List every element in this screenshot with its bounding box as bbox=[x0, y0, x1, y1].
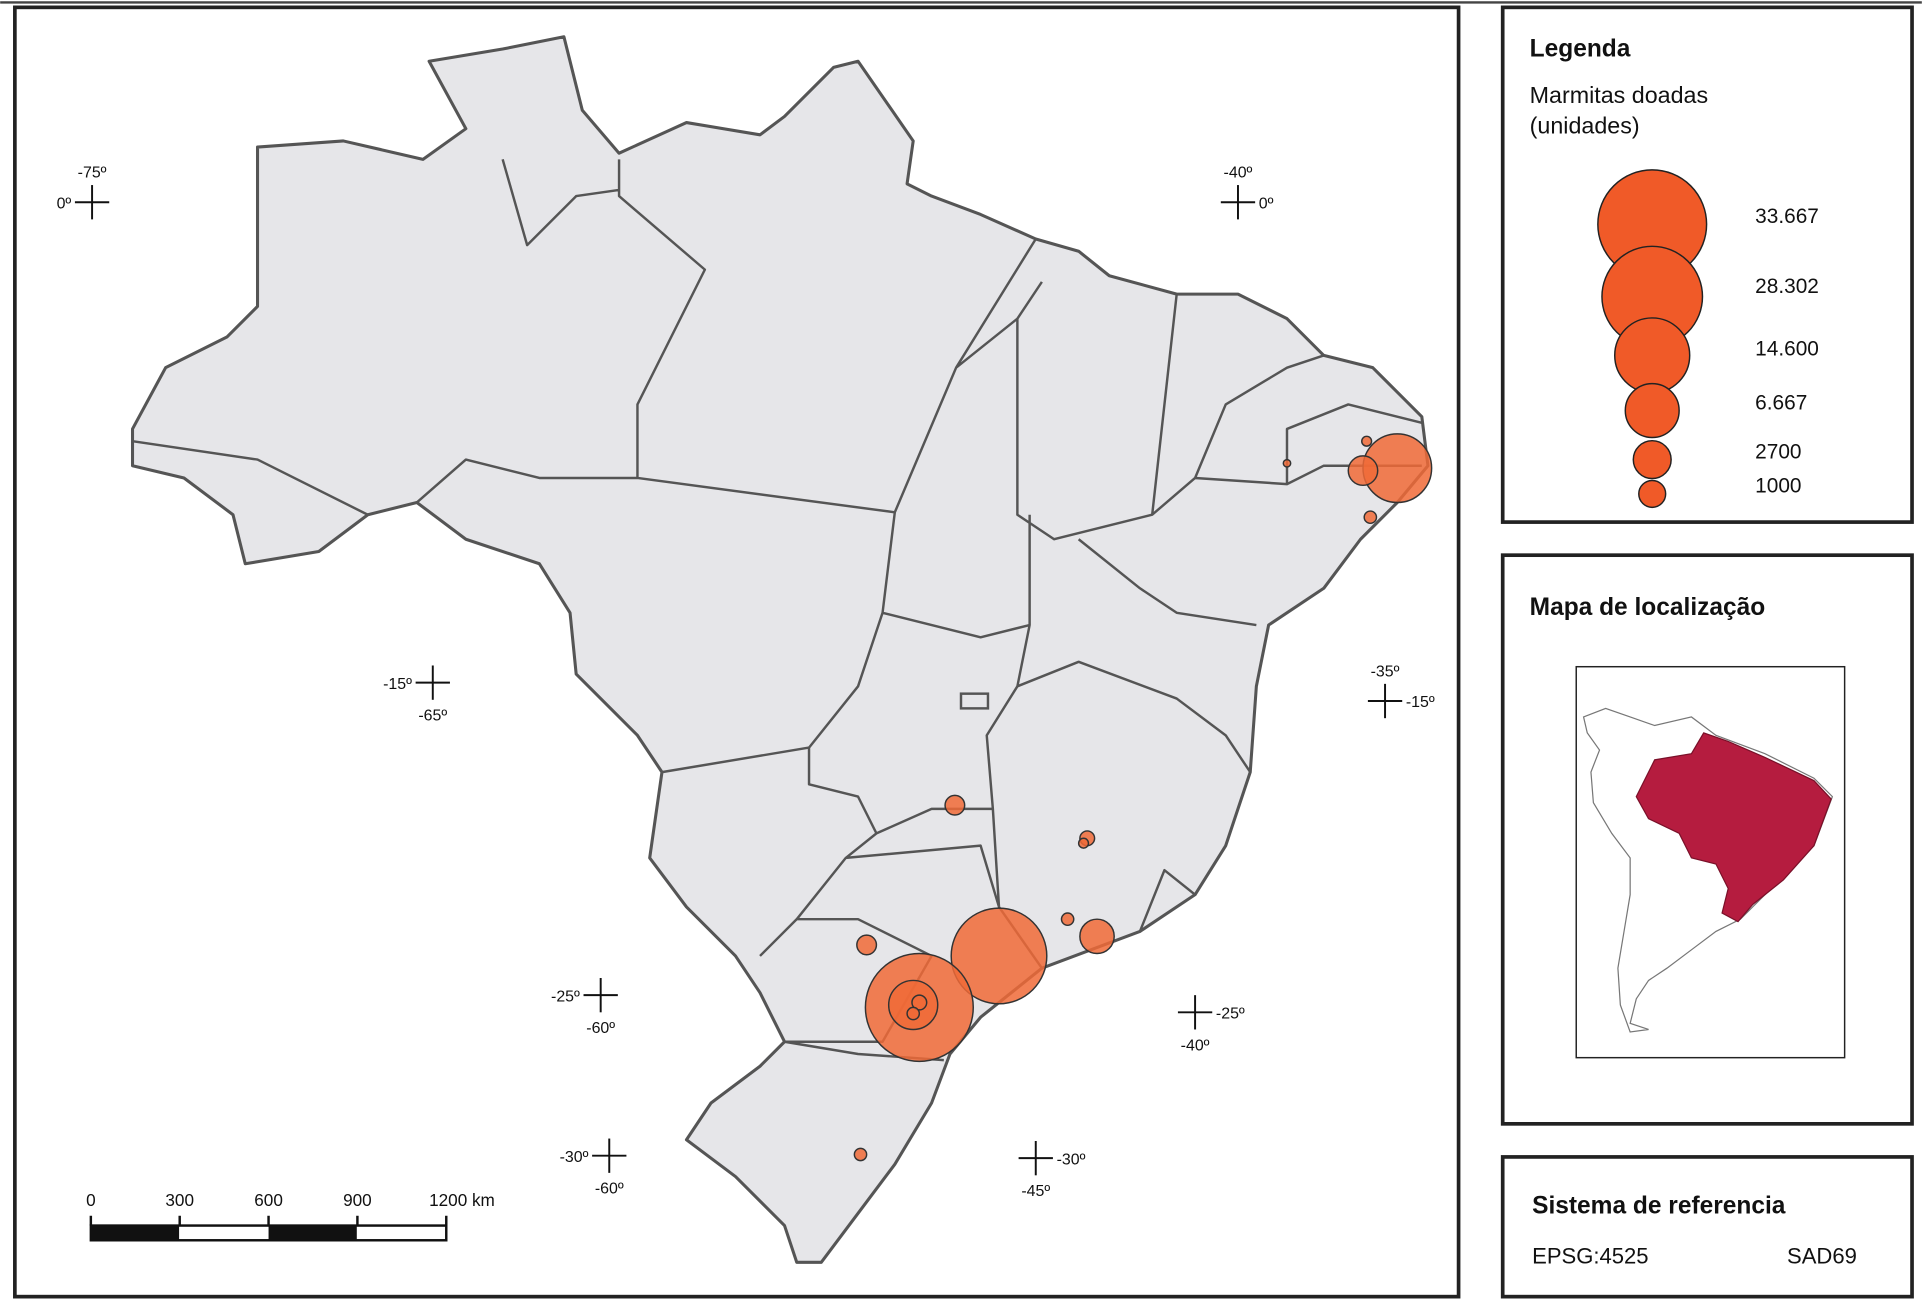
bubble bbox=[1079, 918, 1115, 955]
scale-bar-label: 600 bbox=[254, 1190, 283, 1210]
legend-label: 14.600 bbox=[1755, 337, 1819, 360]
graticule-label: -30º bbox=[1057, 1151, 1086, 1168]
graticule-label: -15º bbox=[383, 676, 412, 693]
bubble bbox=[1363, 510, 1378, 525]
graticule-label: -40º bbox=[1181, 1037, 1210, 1054]
scale-bar-label: 1200 km bbox=[429, 1190, 495, 1210]
legend-label: 33.667 bbox=[1755, 205, 1819, 228]
bubble bbox=[1282, 458, 1292, 468]
legend-circle bbox=[1614, 317, 1691, 394]
graticule-label: -40º bbox=[1224, 165, 1253, 182]
brazil-highlight bbox=[1635, 732, 1832, 923]
graticule-label: -15º bbox=[1406, 694, 1435, 711]
legend-frame bbox=[1500, 5, 1914, 524]
reference-title: Sistema de referencia bbox=[1532, 1192, 1786, 1219]
legend-label: 6.667 bbox=[1755, 391, 1807, 414]
graticule-label: 0º bbox=[57, 195, 72, 212]
brazil-map bbox=[130, 35, 1433, 1264]
graticule: -75º 0º -40º 0º -15º -65º -35º -15º -25º -60º -25º… bbox=[57, 165, 1435, 1200]
graticule-label: -65º bbox=[418, 708, 447, 725]
graticule-label: -35º bbox=[1371, 664, 1400, 681]
legend-label: 28.302 bbox=[1755, 275, 1819, 298]
graticule-label: -75º bbox=[78, 165, 107, 182]
legend-items: 33.667 28.302 14.600 6.667 2700 1000 bbox=[1597, 169, 1819, 509]
legend-circle bbox=[1624, 382, 1680, 439]
graticule-label: -30º bbox=[560, 1149, 589, 1166]
federal-district bbox=[959, 692, 990, 710]
legend-subtitle: (unidades) bbox=[1530, 113, 1640, 139]
graticule-label: -45º bbox=[1021, 1183, 1050, 1200]
graticule-label: -25º bbox=[551, 988, 580, 1005]
legend-label: 1000 bbox=[1755, 475, 1801, 498]
graticule-label: -60º bbox=[595, 1181, 624, 1198]
graticule-label: 0º bbox=[1259, 195, 1274, 212]
reference-epsg: EPSG:4525 bbox=[1532, 1244, 1648, 1269]
graticule-label: -60º bbox=[586, 1020, 615, 1037]
graticule-label: -25º bbox=[1216, 1005, 1245, 1022]
scale-bar-label: 900 bbox=[343, 1190, 372, 1210]
legend-circle bbox=[1638, 479, 1667, 509]
bubble bbox=[906, 1006, 921, 1021]
legend-title: Legenda bbox=[1530, 35, 1631, 62]
legend-subtitle: Marmitas doadas bbox=[1530, 82, 1708, 108]
bubble bbox=[853, 1147, 868, 1162]
bubble bbox=[944, 794, 966, 816]
bubble bbox=[856, 934, 878, 956]
scale-bar: 0 300 600 900 1200 km bbox=[86, 1190, 495, 1242]
donation-bubbles bbox=[853, 433, 1433, 1162]
bubble bbox=[1077, 837, 1090, 849]
scale-bar-label: 300 bbox=[165, 1190, 194, 1210]
scale-bar-segment bbox=[90, 1225, 180, 1241]
bubble bbox=[1060, 912, 1075, 927]
reference-datum: SAD69 bbox=[1787, 1244, 1857, 1269]
scale-bar-segment bbox=[268, 1225, 357, 1241]
location-title: Mapa de localização bbox=[1530, 594, 1766, 621]
reference-frame bbox=[1500, 1155, 1914, 1299]
bubble bbox=[911, 994, 928, 1011]
legend-label: 2700 bbox=[1755, 440, 1801, 463]
brazil-outline bbox=[130, 35, 1430, 1264]
scale-bar-label: 0 bbox=[86, 1190, 96, 1210]
bubble bbox=[1347, 455, 1379, 487]
bubble bbox=[950, 907, 1048, 1005]
bubble bbox=[1361, 435, 1373, 447]
legend-circle bbox=[1632, 439, 1672, 480]
